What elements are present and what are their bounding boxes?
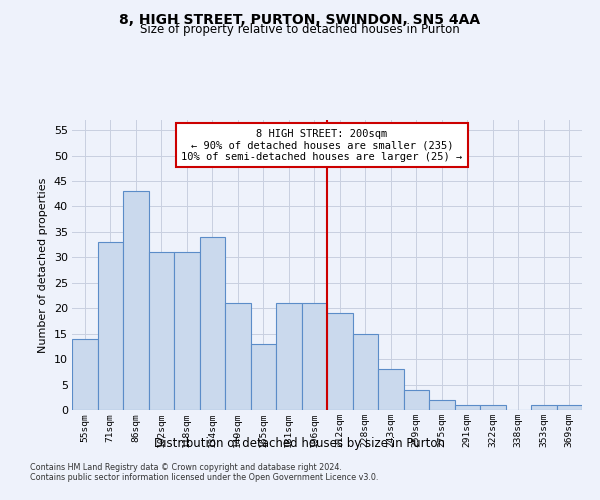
Bar — [123, 191, 149, 410]
Bar — [327, 314, 353, 410]
Bar — [174, 252, 199, 410]
Text: 8, HIGH STREET, PURTON, SWINDON, SN5 4AA: 8, HIGH STREET, PURTON, SWINDON, SN5 4AA — [119, 12, 481, 26]
Bar — [378, 370, 404, 410]
Bar — [455, 405, 480, 410]
Bar — [429, 400, 455, 410]
Bar — [251, 344, 276, 410]
Bar — [225, 303, 251, 410]
Bar — [302, 303, 327, 410]
Bar — [72, 339, 97, 410]
Bar — [531, 405, 557, 410]
Bar — [404, 390, 429, 410]
Text: Contains HM Land Registry data © Crown copyright and database right 2024.: Contains HM Land Registry data © Crown c… — [30, 464, 342, 472]
Bar — [276, 303, 302, 410]
Text: Distribution of detached houses by size in Purton: Distribution of detached houses by size … — [155, 438, 445, 450]
Bar — [199, 237, 225, 410]
Bar — [97, 242, 123, 410]
Bar — [480, 405, 505, 410]
Bar — [557, 405, 582, 410]
Y-axis label: Number of detached properties: Number of detached properties — [38, 178, 48, 352]
Text: Contains public sector information licensed under the Open Government Licence v3: Contains public sector information licen… — [30, 474, 379, 482]
Bar — [149, 252, 174, 410]
Text: Size of property relative to detached houses in Purton: Size of property relative to detached ho… — [140, 22, 460, 36]
Text: 8 HIGH STREET: 200sqm
← 90% of detached houses are smaller (235)
10% of semi-det: 8 HIGH STREET: 200sqm ← 90% of detached … — [181, 128, 463, 162]
Bar — [353, 334, 378, 410]
